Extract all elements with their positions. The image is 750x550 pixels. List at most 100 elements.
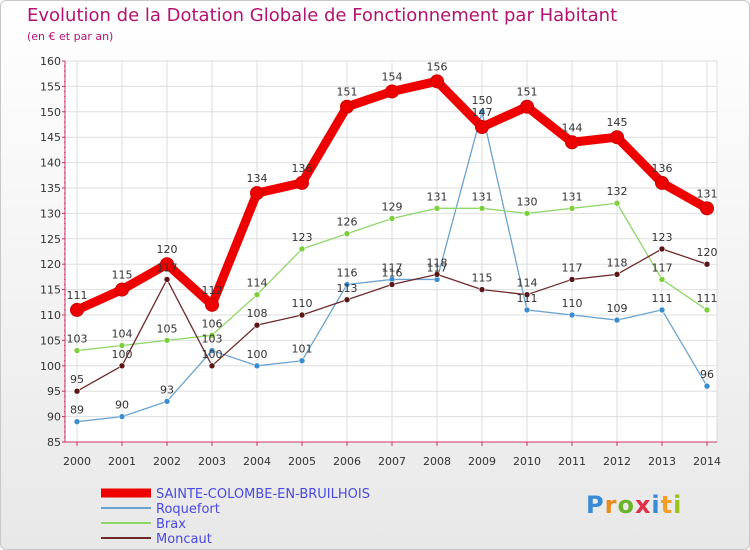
data-point [208,362,216,370]
x-tick-label: 2004 [243,455,271,468]
data-point [388,215,396,222]
data-label: 130 [517,195,538,208]
data-point [343,230,351,238]
y-tick-label: 145 [40,131,61,144]
data-point [118,413,126,420]
data-point [613,199,621,207]
y-tick-label: 160 [40,55,61,68]
data-point [343,281,351,288]
data-label: 111 [652,292,673,305]
data-point [478,205,486,212]
legend-label: Brax [156,517,186,532]
data-point [118,342,126,349]
data-label: 103 [67,333,88,346]
data-label: 120 [157,243,178,256]
data-point [658,245,666,253]
data-point [388,281,396,288]
data-point [298,245,306,253]
data-point [658,306,666,314]
y-tick-label: 135 [40,182,61,195]
data-label: 136 [292,162,313,175]
proxiti-logo: Proxiti [586,491,682,519]
data-point [565,135,579,150]
data-label: 132 [607,185,628,198]
logo-letter: i [651,491,661,519]
data-label: 95 [70,373,84,386]
x-tick-label: 2010 [513,455,541,468]
data-label: 151 [517,86,538,99]
data-label: 115 [112,269,133,282]
y-tick-label: 85 [47,436,61,449]
x-tick-label: 2002 [153,455,181,468]
data-point [430,74,444,89]
data-label: 111 [517,292,538,305]
data-label: 100 [247,348,268,361]
data-label: 104 [112,327,133,340]
data-label: 118 [427,256,448,269]
y-tick-label: 130 [40,207,61,220]
x-tick-label: 2013 [648,455,676,468]
data-point [253,321,261,329]
data-point [523,210,531,217]
y-tick-label: 100 [40,360,61,373]
data-label: 111 [67,289,88,302]
data-point [703,306,711,314]
data-label: 150 [472,94,493,107]
data-label: 117 [427,261,448,274]
data-label: 109 [607,302,628,315]
data-label: 110 [292,297,313,310]
data-point [160,257,174,272]
data-point [655,175,669,190]
data-label: 114 [247,277,268,290]
logo-letter: o [617,491,635,519]
data-label: 123 [292,231,313,244]
data-point [298,311,306,319]
y-tick-label: 125 [40,233,61,246]
y-tick-label: 120 [40,258,61,271]
data-label: 112 [202,284,223,297]
data-label: 126 [337,216,358,229]
y-tick-label: 115 [40,284,61,297]
data-point [163,398,171,405]
logo-letter: t [660,491,674,519]
data-label: 117 [652,261,673,274]
data-point [568,311,576,319]
data-point [253,362,261,370]
data-label: 93 [160,383,174,396]
data-point [205,297,219,312]
data-label: 156 [427,60,448,73]
data-label: 118 [607,256,628,269]
legend-label: Roquefort [156,502,220,517]
x-tick-label: 2012 [603,455,631,468]
chart-title: Evolution de la Dotation Globale de Fonc… [27,5,618,26]
data-point [73,418,81,425]
data-label: 131 [697,187,718,200]
logo-letter: P [586,491,605,519]
data-point [250,186,264,201]
data-point [613,316,621,324]
data-label: 144 [562,121,583,134]
data-label: 134 [247,172,268,185]
data-label: 147 [472,106,493,119]
data-label: 131 [427,190,448,203]
x-tick-label: 2005 [288,455,316,468]
data-point [658,276,666,283]
y-tick-label: 105 [40,334,61,347]
data-point [568,276,576,283]
y-tick-label: 150 [40,106,61,119]
data-point [385,84,399,99]
data-label: 136 [652,162,673,175]
data-label: 101 [292,343,313,356]
data-label: 105 [157,322,178,335]
data-point [295,175,309,190]
data-label: 100 [112,348,133,361]
data-label: 115 [472,272,493,285]
data-point [163,276,171,283]
x-tick-label: 2009 [468,455,496,468]
x-tick-label: 2007 [378,455,406,468]
logo-letter: i [673,491,683,519]
y-tick-label: 110 [40,309,61,322]
data-label: 120 [697,246,718,259]
data-point [70,302,84,317]
